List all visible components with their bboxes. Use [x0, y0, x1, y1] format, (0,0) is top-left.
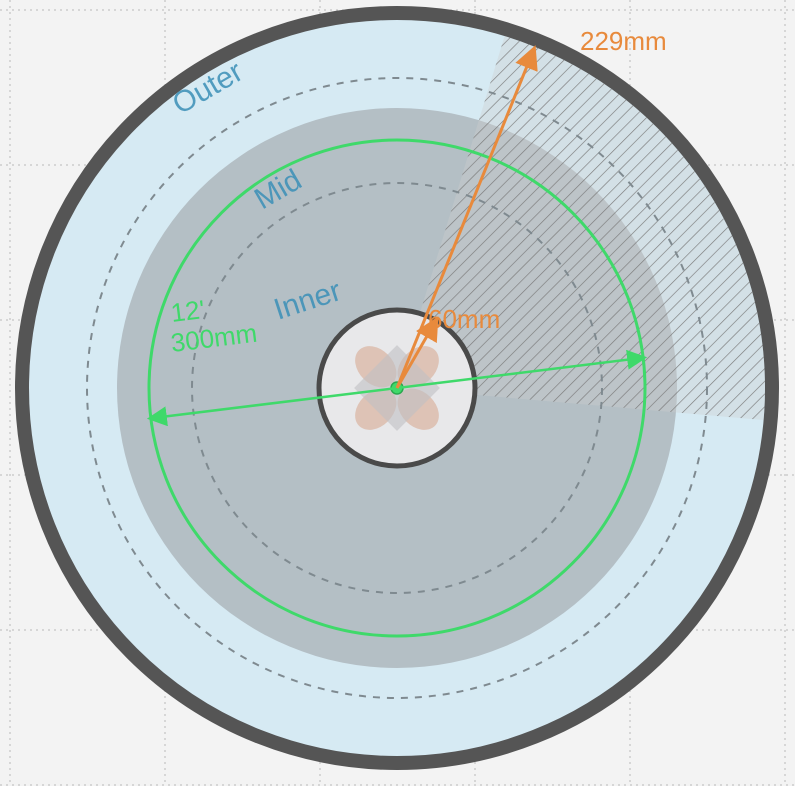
green-dim-label-top: 12' — [169, 294, 206, 328]
orange-dim-label-0: 229mm — [580, 26, 667, 56]
orange-dim-label-1: 60mm — [428, 304, 500, 334]
diagram-canvas: Outer Mid Inner 12' 300mm 229mm 60mm — [0, 0, 795, 786]
